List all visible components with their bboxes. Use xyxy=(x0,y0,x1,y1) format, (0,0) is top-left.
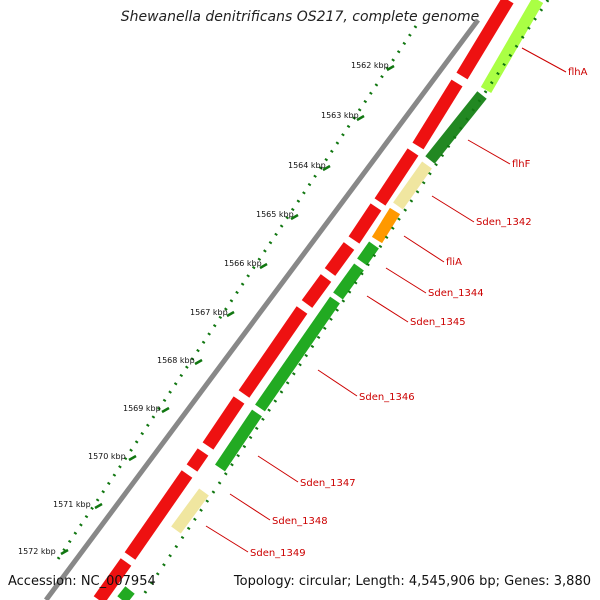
leader-Sden_1349 xyxy=(205,525,249,553)
forward-cds[interactable] xyxy=(202,396,245,450)
gene-fliA[interactable] xyxy=(371,207,401,244)
kbp-tick xyxy=(128,454,137,462)
forward-cds[interactable] xyxy=(124,470,193,560)
kbp-tick xyxy=(226,310,235,318)
kbp-label: 1564 kbp xyxy=(288,161,326,170)
gene-label[interactable]: Sden_1345 xyxy=(410,317,466,328)
gene-flhA[interactable] xyxy=(480,0,544,94)
kbp-label: 1566 kbp xyxy=(224,259,262,268)
gene-label[interactable]: flhA xyxy=(568,67,588,78)
gene-Sden_1346[interactable] xyxy=(255,296,340,412)
leader-Sden_1345 xyxy=(366,295,409,323)
gene-Sden_1347[interactable] xyxy=(215,409,262,472)
kbp-label: 1570 kbp xyxy=(88,452,126,461)
forward-strand-track xyxy=(93,0,514,600)
genome-summary-text: Topology: circular; Length: 4,545,906 bp… xyxy=(233,574,591,589)
leader-fliA xyxy=(403,235,445,263)
kbp-tick xyxy=(356,114,365,122)
gene-leaders xyxy=(205,47,567,553)
gene-label[interactable]: Sden_1347 xyxy=(300,478,356,489)
forward-cds[interactable] xyxy=(374,148,419,206)
gene-label[interactable]: Sden_1346 xyxy=(359,392,415,403)
gene-labels: flhA flhF Sden_1342 fliA Sden_1344 Sden_… xyxy=(250,67,588,559)
leader-Sden_1346 xyxy=(317,369,358,397)
kbp-label: 1568 kbp xyxy=(157,356,195,365)
leader-flhF xyxy=(467,139,511,165)
kbp-label: 1567 kbp xyxy=(190,308,228,317)
kbp-labels: 1562 kbp 1563 kbp 1564 kbp 1565 kbp 1566… xyxy=(18,61,389,556)
reverse-strand-track xyxy=(117,0,544,600)
kbp-label: 1563 kbp xyxy=(321,111,359,120)
gene-label[interactable]: Sden_1344 xyxy=(428,288,484,299)
scale-ring-dots xyxy=(54,25,418,563)
kbp-tick xyxy=(322,164,331,172)
forward-cds[interactable] xyxy=(93,558,132,600)
outer-ring-dots xyxy=(138,0,550,600)
kbp-tick xyxy=(290,213,299,221)
gene-Sden_1349[interactable] xyxy=(117,586,135,600)
accession-text: Accession: NC_007954 xyxy=(8,574,156,589)
kbp-tick xyxy=(94,502,103,510)
gene-Sden_1348[interactable] xyxy=(171,488,209,534)
gene-flhF[interactable] xyxy=(425,91,487,164)
kbp-label: 1572 kbp xyxy=(18,547,56,556)
gene-label[interactable]: Sden_1348 xyxy=(272,516,328,527)
gene-label[interactable]: Sden_1342 xyxy=(476,217,532,228)
forward-cds[interactable] xyxy=(238,306,308,398)
kbp-tick xyxy=(161,406,170,414)
forward-cds[interactable] xyxy=(348,203,382,244)
kbp-tick xyxy=(259,262,268,270)
forward-cds[interactable] xyxy=(301,274,332,308)
kbp-label: 1565 kbp xyxy=(256,210,294,219)
gene-label[interactable]: Sden_1349 xyxy=(250,548,306,559)
kbp-ticks xyxy=(60,64,395,556)
leader-Sden_1344 xyxy=(385,267,427,294)
leader-flhA xyxy=(521,47,567,73)
leader-Sden_1348 xyxy=(229,493,271,521)
gene-label[interactable]: flhF xyxy=(512,159,531,170)
kbp-label: 1569 kbp xyxy=(123,404,161,413)
kbp-label: 1571 kbp xyxy=(53,500,91,509)
gene-Sden_1342[interactable] xyxy=(393,161,432,210)
gene-Sden_1344[interactable] xyxy=(357,241,379,266)
leader-Sden_1347 xyxy=(257,455,299,483)
forward-cds[interactable] xyxy=(456,0,514,80)
forward-cds[interactable] xyxy=(186,448,209,472)
forward-cds[interactable] xyxy=(324,242,355,276)
forward-cds[interactable] xyxy=(412,79,463,150)
map-title: Shewanella denitrificans OS217, complete… xyxy=(120,9,480,25)
kbp-tick xyxy=(386,64,395,72)
gene-Sden_1345[interactable] xyxy=(333,263,364,300)
kbp-tick xyxy=(60,548,69,556)
leader-Sden_1342 xyxy=(431,195,475,223)
gene-label[interactable]: fliA xyxy=(446,257,462,268)
kbp-label: 1562 kbp xyxy=(351,61,389,70)
genome-backbone xyxy=(43,18,481,600)
kbp-tick xyxy=(194,358,203,366)
